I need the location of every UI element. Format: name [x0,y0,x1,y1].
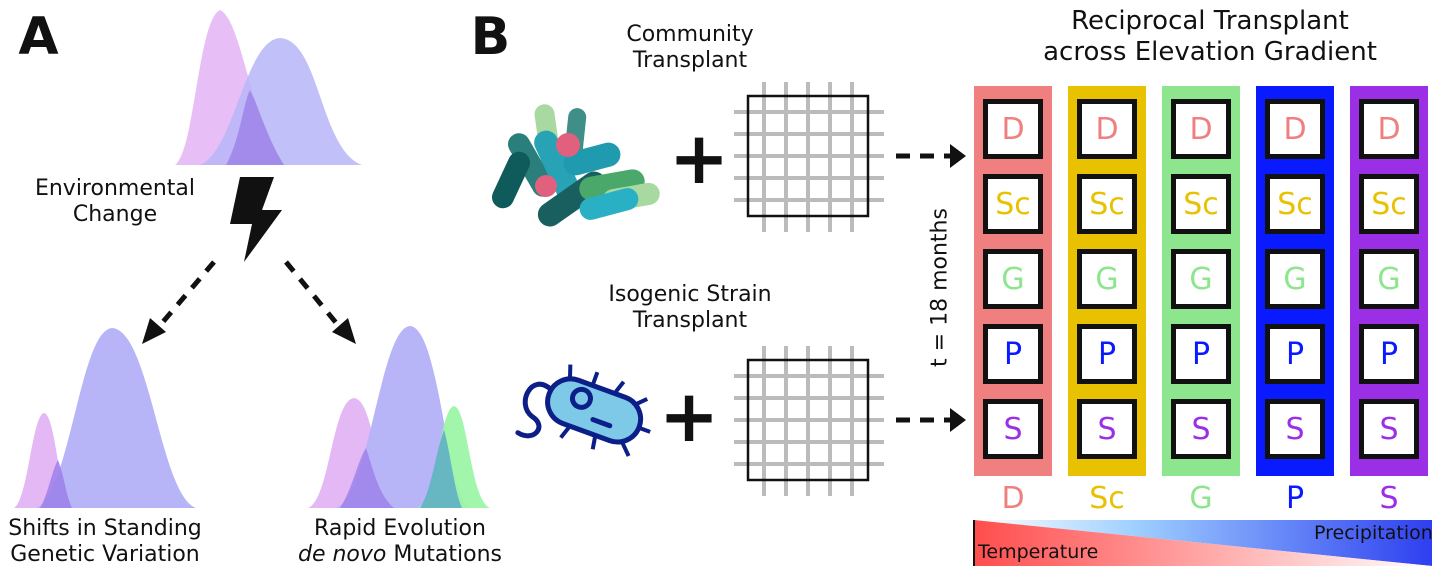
site-cell-d-sc: Sc [983,174,1043,234]
site-cell-s-s: S [1359,399,1419,459]
overlap-top [226,90,284,165]
dashed-arrow-left [154,260,216,332]
site-cell-g-sc: Sc [1171,174,1231,234]
arrowhead-right-icon [332,318,356,344]
mesh-bag-top-frame [746,94,870,218]
bacterium-icon [515,364,651,457]
site-label-sc: Sc [1089,481,1125,516]
environmental-change-label: Environmental Change [20,176,210,229]
panel-b-letter: B [470,7,511,67]
mesh-bag-top-icon [734,82,884,232]
site-cell-sc-d: D [1077,99,1137,159]
bacteria-community-icon [491,104,660,227]
site-cell-sc-sc: Sc [1077,174,1137,234]
isogenic-line1: Isogenic Strain [608,282,772,307]
site-cell-s-g: G [1359,249,1419,309]
temperature-gradient [974,520,1432,566]
dashed-arrow-right [284,260,344,332]
overlap-rapid-purple [340,448,394,508]
site-label-d: D [1001,481,1025,516]
panel-a-letter: A [18,7,58,67]
site-cell-g-s: S [1171,399,1231,459]
rapid-line2-italic: de novo [297,542,387,568]
rapid-line2: de novo Mutations [290,542,510,568]
site-cell-sc-p: P [1077,324,1137,384]
arrowhead-top-icon [950,144,966,168]
plus-top: + [668,116,730,200]
community-transplant-label: Community Transplant [590,22,790,75]
site-cell-sc-g: G [1077,249,1137,309]
rapid-line2-rest: Mutations [386,542,503,568]
standing-variation-distributions [14,328,196,508]
top-distributions [175,10,362,165]
arrowhead-left-icon [142,318,166,344]
precipitation-label: Precipitation [1314,522,1433,544]
site-cell-p-d: D [1265,99,1325,159]
site-cell-g-p: P [1171,324,1231,384]
standing-variation-label: Shifts in Standing Genetic Variation [0,516,210,569]
site-cell-p-p: P [1265,324,1325,384]
env-line2: Change [72,202,158,228]
community-line2: Transplant [632,48,748,74]
site-label-p: P [1285,481,1305,516]
isogenic-transplant-label: Isogenic Strain Transplant [580,282,800,335]
isogenic-line2: Transplant [632,308,748,334]
standing-line2: Genetic Variation [10,542,200,568]
title-line2: across Elevation Gradient [1043,37,1377,68]
transplant-title: Reciprocal Transplant across Elevation G… [990,6,1430,68]
site-cell-d-s: S [983,399,1043,459]
site-cell-g-g: G [1171,249,1231,309]
site-cell-g-d: D [1171,99,1231,159]
arrowhead-bottom-icon [950,408,966,432]
site-cell-d-p: P [983,324,1043,384]
site-cell-s-sc: Sc [1359,174,1419,234]
rapid-evolution-distributions [308,326,490,508]
mesh-bag-bottom-icon [734,346,884,496]
site-label-s: S [1379,481,1399,516]
plus-bottom: + [658,374,720,458]
env-line1: Environmental [34,176,196,201]
time-label: t = 18 months [927,208,953,367]
rapid-evolution-label: Rapid Evolution de novo Mutations [290,516,510,569]
rapid-line1: Rapid Evolution [314,516,486,541]
panel-a-graphics [14,10,490,508]
site-cell-p-s: S [1265,399,1325,459]
site-cell-p-g: G [1265,249,1325,309]
site-cell-d-g: G [983,249,1043,309]
overlap-standing [40,460,72,508]
community-line1: Community [626,22,754,47]
site-cell-sc-s: S [1077,399,1137,459]
site-cell-p-sc: Sc [1265,174,1325,234]
site-cell-s-p: P [1359,324,1419,384]
site-cell-d-d: D [983,99,1043,159]
site-cell-s-d: D [1359,99,1419,159]
temperature-label: Temperature [978,541,1099,563]
overlap-rapid-green [420,430,462,508]
site-label-g: G [1189,481,1213,516]
lightning-bolt-icon [230,177,282,262]
standing-line1: Shifts in Standing [8,516,202,541]
mesh-bag-bottom-frame [746,358,870,482]
title-line1: Reciprocal Transplant [1071,6,1349,36]
blue-distribution-large [36,328,196,508]
